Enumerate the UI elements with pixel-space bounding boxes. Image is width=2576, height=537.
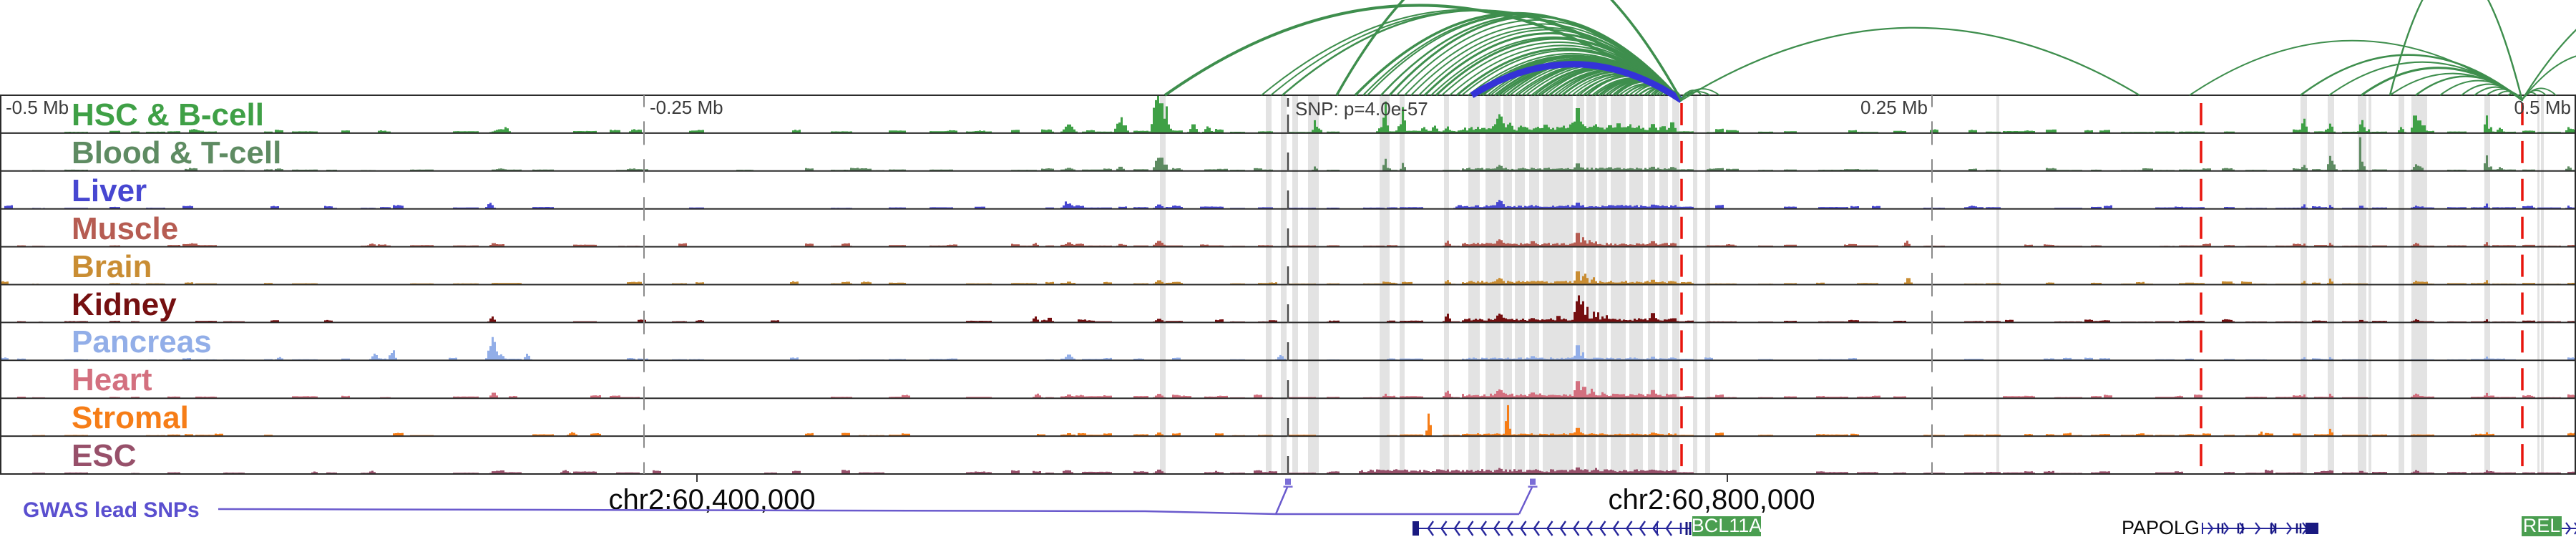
- svg-text:BCL11A: BCL11A: [1692, 515, 1762, 536]
- svg-text:Kidney: Kidney: [72, 287, 177, 322]
- svg-text:chr2:60,800,000: chr2:60,800,000: [1608, 484, 1815, 516]
- svg-text:REL: REL: [2523, 515, 2561, 536]
- svg-text:Brain: Brain: [72, 249, 152, 284]
- svg-text:0.5 Mb: 0.5 Mb: [2514, 97, 2572, 118]
- svg-text:Muscle: Muscle: [72, 211, 178, 246]
- svg-text:-0.25 Mb: -0.25 Mb: [650, 97, 723, 118]
- svg-text:Heart: Heart: [72, 362, 152, 397]
- svg-text:GWAS lead SNPs: GWAS lead SNPs: [23, 498, 200, 522]
- svg-text:HSC & B-cell: HSC & B-cell: [72, 97, 264, 132]
- svg-text:SNP: p=4.0e-57: SNP: p=4.0e-57: [1295, 98, 1428, 120]
- svg-text:Pancreas: Pancreas: [72, 324, 212, 359]
- svg-text:PAPOLG: PAPOLG: [2122, 517, 2200, 537]
- svg-text:-0.5 Mb: -0.5 Mb: [6, 97, 69, 118]
- svg-text:Stromal: Stromal: [72, 400, 189, 435]
- svg-text:ESC: ESC: [72, 438, 136, 473]
- svg-text:Liver: Liver: [72, 173, 147, 208]
- svg-text:0.25 Mb: 0.25 Mb: [1860, 97, 1928, 118]
- svg-text:Blood & T-cell: Blood & T-cell: [72, 135, 281, 170]
